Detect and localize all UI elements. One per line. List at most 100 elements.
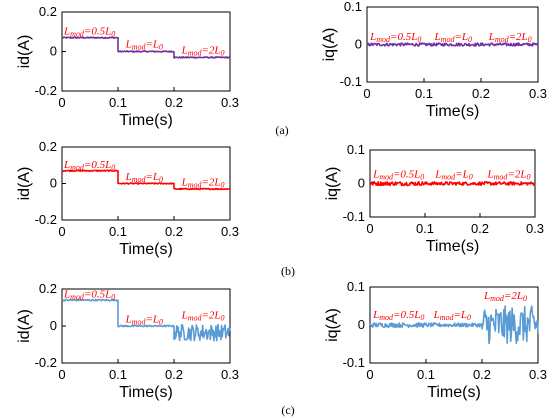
x-tick-label: 0.2 <box>471 221 489 236</box>
annotation-label: Lmod=L0 <box>125 313 163 326</box>
annotation-part: =L <box>146 171 160 183</box>
annotation-part: mod <box>379 313 394 322</box>
annotation-part: mod <box>494 172 509 181</box>
x-axis-label: Time(s) <box>426 238 480 255</box>
x-tick-label: 0.3 <box>221 367 239 382</box>
annotation-part: mod <box>188 48 203 57</box>
annotation-label: Lmod=2L0 <box>181 310 225 323</box>
annotation-part: mod <box>441 172 456 181</box>
y-tick-label: -0.2 <box>35 355 57 370</box>
annotation-part: 0 <box>111 30 115 39</box>
x-tick-label: 0.1 <box>415 86 433 101</box>
y-axis-label: iq(A) <box>321 28 338 62</box>
y-tick-label: 0.1 <box>344 0 362 14</box>
annotation-part: L <box>369 31 376 43</box>
annotation-part: =2L <box>507 168 526 180</box>
annotation-part: 0 <box>221 180 225 189</box>
annotation-part: L <box>488 31 495 43</box>
x-tick-label: 0.3 <box>529 86 547 101</box>
annotation-part: mod <box>188 180 203 189</box>
annotation-part: mod <box>440 313 455 322</box>
series-line <box>61 298 231 342</box>
annotation-part: =2L <box>202 310 221 322</box>
annotation-label: Lmod=L0 <box>434 168 472 181</box>
series-line <box>369 180 536 187</box>
annotation-part: =0.5L <box>84 26 111 38</box>
y-tick-label: -0.1 <box>340 74 362 89</box>
x-tick-label: 0.2 <box>165 95 183 110</box>
annotation-part: =2L <box>202 44 221 56</box>
annotation-label: Lmod=L0 <box>434 31 472 44</box>
annotation-label: Lmod=2L0 <box>181 44 225 57</box>
y-tick-label: -0.1 <box>343 209 365 224</box>
annotation-part: 0 <box>469 172 473 181</box>
series-line <box>366 42 539 47</box>
annotation-part: L <box>487 168 494 180</box>
x-axis-label: Time(s) <box>119 384 173 401</box>
annotation-part: L <box>181 44 188 56</box>
x-tick-label: 0 <box>366 367 373 382</box>
caption-b: (b) <box>281 264 295 278</box>
x-tick-label: 0.1 <box>109 367 127 382</box>
annotation-part: mod <box>188 314 203 323</box>
x-tick-label: 0.2 <box>165 367 183 382</box>
annotation-label: Lmod=2L0 <box>181 176 225 189</box>
annotation-label: Lmod=0.5L0 <box>372 168 424 181</box>
annotation-part: L <box>125 39 132 51</box>
annotation-part: mod <box>132 317 147 326</box>
annotation-part: =0.5L <box>393 168 420 180</box>
annotation-part: =L <box>454 31 468 43</box>
annotation-part: L <box>181 176 188 188</box>
y-axis-label: id(A) <box>16 167 33 201</box>
x-axis-label: Time(s) <box>426 103 480 120</box>
x-tick-label: 0 <box>58 367 65 382</box>
annotation-part: 0 <box>221 314 225 323</box>
annotation-part: L <box>434 31 441 43</box>
x-tick-label: 0 <box>58 224 65 239</box>
x-tick-label: 0.1 <box>417 367 435 382</box>
annotation-part: 0 <box>221 48 225 57</box>
x-tick-label: 0 <box>58 95 65 110</box>
annotation-part: L <box>483 290 490 302</box>
annotation-label: Lmod=L0 <box>125 39 163 52</box>
caption-c: (c) <box>281 403 294 417</box>
y-tick-label: -0.2 <box>35 83 57 98</box>
annotation-part: mod <box>495 35 510 44</box>
series-line <box>61 36 231 59</box>
annotation-label: Lmod=2L0 <box>488 31 532 44</box>
annotation-part: mod <box>490 294 505 303</box>
annotation-label: Lmod=0.5L0 <box>372 309 424 322</box>
x-tick-label: 0.3 <box>221 224 239 239</box>
annotation-part: L <box>372 309 379 321</box>
y-axis-label: iq(A) <box>324 167 341 201</box>
x-tick-label: 0.1 <box>109 224 127 239</box>
y-axis-label: id(A) <box>16 309 33 343</box>
annotation-part: 0 <box>528 35 532 44</box>
y-tick-label: 0.2 <box>39 4 57 19</box>
chart-b-id: -0.200.20 0.1 0.2 0.3Time(s)id(A)Lmod=0.5L0… <box>16 139 239 258</box>
annotation-part: L <box>125 313 132 325</box>
x-axis-label: Time(s) <box>427 384 481 401</box>
x-tick-label: 0.3 <box>529 367 547 382</box>
x-tick-label: 0 <box>363 86 370 101</box>
annotation-part: 0 <box>523 294 527 303</box>
annotation-part: L <box>433 309 440 321</box>
annotation-part: =0.5L <box>390 31 417 43</box>
y-axis-label: id(A) <box>16 35 33 69</box>
annotation-part: mod <box>132 175 147 184</box>
annotation-part: mod <box>441 35 456 44</box>
y-tick-label: 0.1 <box>347 279 365 294</box>
annotation-part: mod <box>70 163 85 172</box>
annotation-label: Lmod=L0 <box>125 171 163 184</box>
annotation-label: Lmod=0.5L0 <box>369 31 421 44</box>
y-tick-label: 0 <box>358 317 365 332</box>
x-tick-label: 0.2 <box>165 224 183 239</box>
annotation-part: 0 <box>420 172 424 181</box>
annotation-part: =L <box>146 39 160 51</box>
series-line <box>61 169 231 191</box>
x-tick-label: 0.1 <box>416 221 434 236</box>
annotation-part: =L <box>146 313 160 325</box>
annotation-part: 0 <box>111 163 115 172</box>
